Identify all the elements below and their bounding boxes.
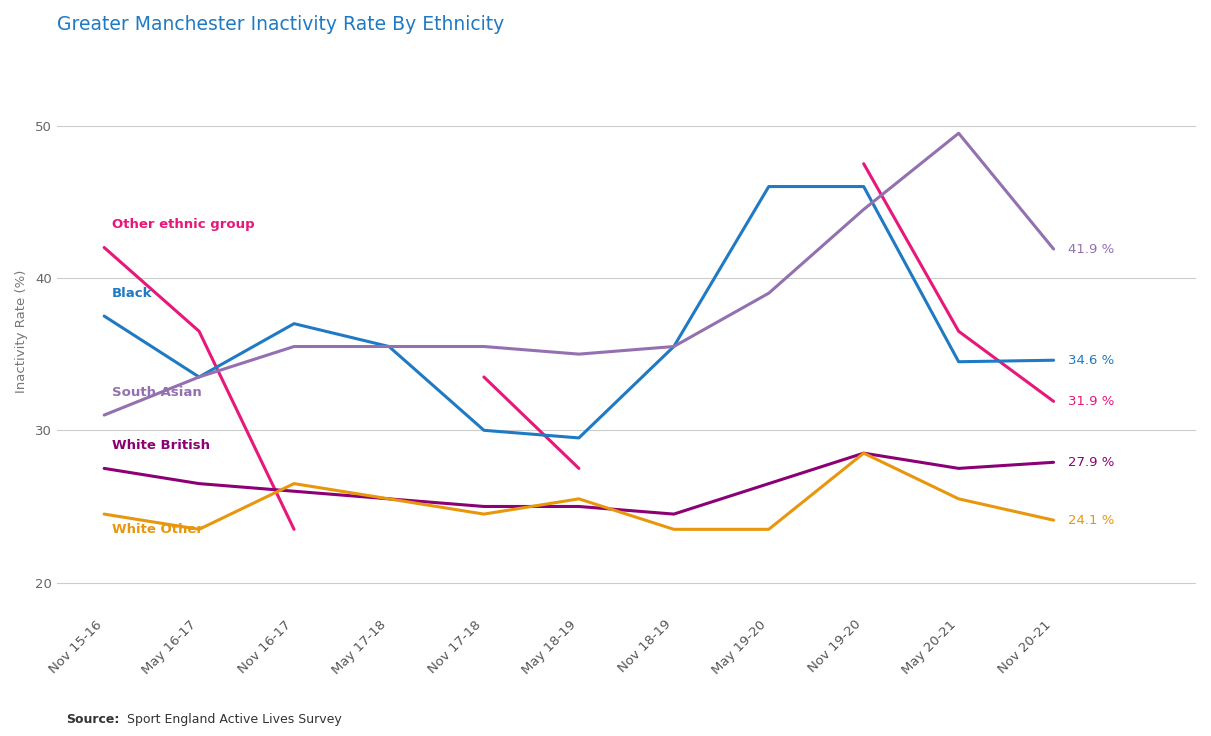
Text: Greater Manchester Inactivity Rate By Ethnicity: Greater Manchester Inactivity Rate By Et… xyxy=(57,15,504,34)
Text: Other ethnic group: Other ethnic group xyxy=(111,218,254,231)
Text: Black: Black xyxy=(111,287,153,300)
Text: 34.6 %: 34.6 % xyxy=(1068,354,1114,367)
Text: 31.9 %: 31.9 % xyxy=(1068,394,1114,408)
Text: 27.9 %: 27.9 % xyxy=(1068,456,1114,469)
Text: 41.9 %: 41.9 % xyxy=(1068,243,1114,255)
Text: 24.1 %: 24.1 % xyxy=(1068,514,1114,527)
Text: Sport England Active Lives Survey: Sport England Active Lives Survey xyxy=(119,712,342,726)
Text: South Asian: South Asian xyxy=(111,386,201,399)
Text: Source:: Source: xyxy=(67,712,120,726)
Y-axis label: Inactivity Rate (%): Inactivity Rate (%) xyxy=(15,269,28,393)
Text: White British: White British xyxy=(111,439,210,452)
Text: White Other: White Other xyxy=(111,523,202,536)
